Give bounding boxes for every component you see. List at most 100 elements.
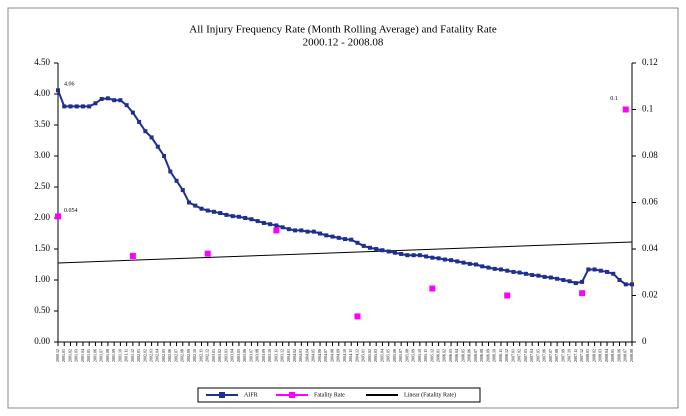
x-tick-label: 2005.08 bbox=[404, 349, 409, 362]
x-tick-label: 2004.07 bbox=[323, 349, 328, 362]
x-tick-label: 2001.08 bbox=[105, 349, 110, 362]
x-tick-label: 2002.09 bbox=[186, 349, 191, 362]
x-tick-label: 2001.02 bbox=[67, 349, 72, 362]
data-point bbox=[598, 268, 603, 273]
data-point bbox=[143, 129, 148, 134]
data-point bbox=[399, 251, 404, 256]
x-tick-label: 2006.07 bbox=[473, 349, 478, 362]
x-tick-label: 2006.04 bbox=[454, 349, 459, 362]
x-tick-label: 2003.12 bbox=[280, 349, 285, 362]
x-tick-label: 2008.05 bbox=[610, 349, 615, 362]
y-tick-label: 4.50 bbox=[34, 57, 50, 67]
data-point bbox=[299, 228, 304, 233]
data-point bbox=[622, 106, 629, 113]
data-point bbox=[561, 278, 566, 282]
data-point bbox=[355, 240, 360, 245]
x-tick-label: 2003.04 bbox=[230, 349, 235, 362]
data-point bbox=[324, 233, 329, 238]
x-tick-label: 2008.02 bbox=[591, 349, 596, 362]
data-point bbox=[56, 88, 60, 93]
x-tick-label: 2006.11 bbox=[498, 349, 503, 362]
data-point bbox=[354, 313, 361, 320]
data-point bbox=[405, 253, 410, 258]
data-point bbox=[193, 203, 198, 208]
x-tick-label: 2002.11 bbox=[198, 349, 203, 362]
x-tick-label: 2001.09 bbox=[111, 349, 116, 362]
x-tick-label: 2001.11 bbox=[124, 349, 129, 362]
x-tick-label: 2005.01 bbox=[361, 349, 366, 362]
x-tick-label: 2003.11 bbox=[273, 349, 278, 362]
x-tick-label: 2003.08 bbox=[255, 349, 260, 362]
x-tick-label: 2002.10 bbox=[192, 349, 197, 362]
x-tick-label: 2005.12 bbox=[429, 349, 434, 362]
x-tick-label: 2003.05 bbox=[236, 349, 241, 362]
x-tick-label: 2008.04 bbox=[604, 349, 609, 362]
data-point bbox=[386, 249, 391, 254]
data-point bbox=[430, 255, 435, 260]
data-point bbox=[205, 208, 210, 213]
y2-tick-label: 0.08 bbox=[642, 150, 658, 160]
data-point bbox=[567, 279, 572, 284]
y-tick-label: 3.00 bbox=[34, 150, 50, 160]
data-point bbox=[349, 237, 354, 242]
data-point bbox=[417, 253, 422, 258]
data-point bbox=[112, 98, 117, 103]
data-point bbox=[343, 237, 347, 242]
x-tick-label: 2005.10 bbox=[417, 349, 422, 362]
data-point bbox=[461, 260, 466, 265]
data-point bbox=[336, 235, 341, 240]
x-tick-label: 2006.02 bbox=[442, 349, 447, 362]
y2-tick-label: 0.04 bbox=[642, 243, 658, 253]
x-tick-label: 2004.05 bbox=[311, 349, 316, 362]
data-point bbox=[68, 104, 73, 109]
chart-title: All Injury Frequency Rate (Month Rolling… bbox=[189, 24, 497, 36]
data-point bbox=[511, 269, 516, 274]
data-point bbox=[105, 96, 110, 101]
data-point bbox=[149, 135, 154, 140]
data-point bbox=[592, 267, 597, 272]
chart-frame bbox=[7, 7, 679, 409]
legend-box bbox=[197, 387, 481, 403]
data-point bbox=[474, 262, 479, 267]
y-tick-label: 0.50 bbox=[34, 305, 50, 315]
y-tick-label: 4.00 bbox=[34, 88, 50, 98]
x-tick-label: 2003.06 bbox=[242, 349, 247, 362]
x-tick-label: 2004.06 bbox=[317, 349, 322, 362]
data-point bbox=[436, 256, 441, 261]
data-point bbox=[330, 234, 335, 239]
data-point bbox=[243, 216, 248, 220]
data-point bbox=[261, 220, 266, 225]
x-tick-label: 2001.03 bbox=[74, 349, 79, 362]
x-tick-label: 2002.02 bbox=[142, 349, 147, 362]
x-tick-label: 2007.06 bbox=[542, 349, 547, 362]
data-point bbox=[224, 212, 229, 217]
data-point bbox=[74, 104, 79, 109]
data-point bbox=[504, 292, 511, 299]
data-point bbox=[273, 227, 280, 234]
data-point bbox=[236, 214, 241, 219]
legend-label: Linear (Fatality Rate) bbox=[404, 391, 456, 398]
x-tick-label: 2003.10 bbox=[267, 349, 272, 362]
data-point bbox=[268, 222, 273, 227]
x-tick-label: 2006.08 bbox=[479, 349, 484, 362]
data-point bbox=[204, 250, 211, 257]
x-tick-label: 2002.03 bbox=[149, 349, 154, 362]
data-point bbox=[62, 104, 67, 109]
data-point bbox=[286, 227, 291, 232]
x-tick-label: 2002.12 bbox=[205, 349, 210, 362]
data-point bbox=[174, 178, 179, 183]
x-tick-label: 2006.12 bbox=[504, 349, 509, 362]
x-tick-label: 2008.08 bbox=[629, 349, 634, 362]
y2-tick-label: 0.02 bbox=[642, 290, 658, 300]
x-tick-label: 2007.02 bbox=[517, 349, 522, 362]
data-label: 4.06 bbox=[64, 82, 75, 88]
x-tick-label: 2006.05 bbox=[460, 349, 465, 362]
data-point bbox=[255, 219, 260, 224]
y2-tick-label: 0 bbox=[642, 336, 647, 346]
data-point bbox=[367, 245, 372, 250]
x-tick-label: 2006.01 bbox=[436, 349, 441, 362]
x-tick-label: 2005.07 bbox=[398, 349, 403, 362]
x-tick-label: 2003.09 bbox=[261, 349, 266, 362]
data-point bbox=[579, 290, 586, 297]
data-point bbox=[455, 259, 460, 264]
